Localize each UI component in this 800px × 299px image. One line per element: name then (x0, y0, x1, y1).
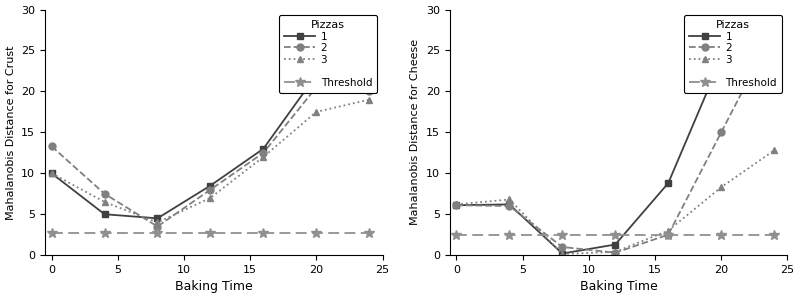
Threshold (452, 233, 462, 237)
3 (100, 200, 110, 204)
Line: 3: 3 (453, 147, 778, 257)
3 (258, 155, 268, 159)
Y-axis label: Mahalanobis Distance for Crust: Mahalanobis Distance for Crust (6, 45, 15, 219)
2 (610, 251, 620, 254)
X-axis label: Baking Time: Baking Time (175, 280, 253, 293)
Threshold (505, 233, 514, 237)
2 (311, 86, 321, 89)
3 (206, 196, 215, 200)
Threshold (258, 231, 268, 235)
Threshold (311, 231, 321, 235)
Legend: 1, 2, 3, , Threshold: 1, 2, 3, , Threshold (684, 15, 782, 93)
3 (452, 203, 462, 206)
3 (46, 172, 56, 175)
2 (100, 192, 110, 196)
2 (663, 233, 673, 237)
1 (558, 252, 567, 255)
1 (46, 172, 56, 175)
2 (258, 151, 268, 155)
Line: 2: 2 (48, 84, 373, 230)
Y-axis label: Mahalanobis Distance for Cheese: Mahalanobis Distance for Cheese (410, 39, 421, 225)
2 (452, 203, 462, 207)
Line: Threshold: Threshold (451, 230, 779, 239)
Line: 3: 3 (48, 96, 373, 226)
2 (505, 204, 514, 208)
3 (716, 185, 726, 189)
3 (610, 250, 620, 254)
Threshold (716, 233, 726, 237)
1 (770, 28, 779, 32)
1 (100, 212, 110, 216)
Threshold (100, 231, 110, 235)
2 (153, 225, 162, 228)
2 (770, 28, 779, 32)
3 (663, 229, 673, 232)
1 (258, 147, 268, 150)
Threshold (770, 233, 779, 237)
Threshold (153, 231, 162, 235)
1 (610, 243, 620, 246)
Threshold (558, 233, 567, 237)
1 (505, 203, 514, 206)
2 (46, 144, 56, 148)
1 (153, 216, 162, 220)
Threshold (365, 231, 374, 235)
X-axis label: Baking Time: Baking Time (580, 280, 658, 293)
1 (452, 203, 462, 207)
3 (365, 98, 374, 101)
Threshold (46, 231, 56, 235)
Threshold (610, 233, 620, 237)
3 (153, 221, 162, 224)
Line: 1: 1 (48, 68, 373, 222)
1 (716, 57, 726, 60)
Legend: 1, 2, 3, , Threshold: 1, 2, 3, , Threshold (279, 15, 378, 93)
Line: 1: 1 (453, 27, 778, 257)
3 (311, 110, 321, 114)
2 (206, 188, 215, 191)
3 (770, 149, 779, 152)
3 (505, 198, 514, 201)
1 (311, 73, 321, 77)
1 (365, 69, 374, 73)
1 (206, 184, 215, 187)
3 (558, 252, 567, 256)
Threshold (206, 231, 215, 235)
2 (716, 131, 726, 134)
1 (663, 181, 673, 185)
2 (558, 245, 567, 249)
Line: Threshold: Threshold (46, 228, 374, 238)
Line: 2: 2 (453, 27, 778, 256)
Threshold (663, 233, 673, 237)
2 (365, 90, 374, 93)
